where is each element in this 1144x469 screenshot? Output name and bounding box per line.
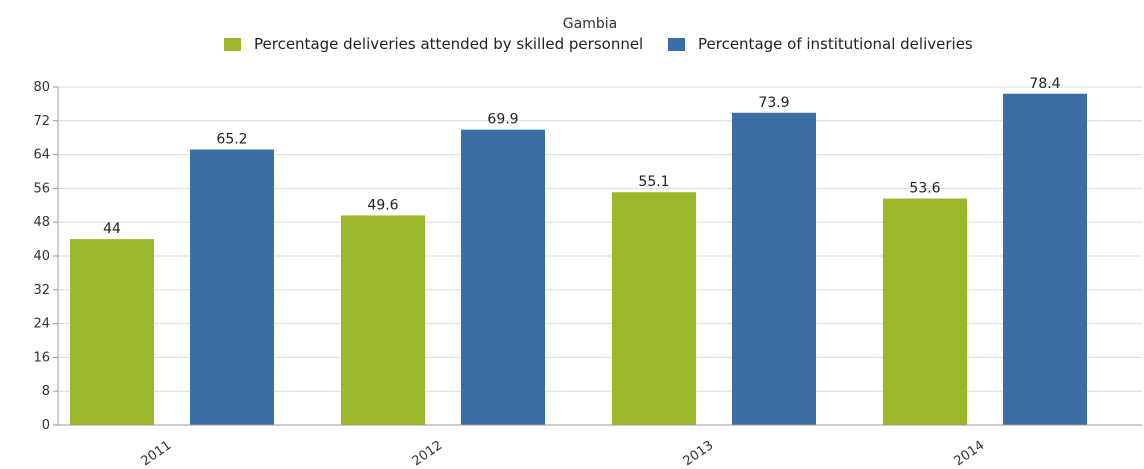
y-tick-label: 64: [33, 148, 50, 163]
x-tick-label: 2011: [139, 438, 175, 469]
y-axis: 0 8 16 24 32 40 48 56 64 72 80: [33, 80, 59, 433]
bar: [1003, 93, 1087, 425]
y-tick-label: 24: [33, 317, 50, 332]
y-tick-label: 72: [33, 114, 50, 129]
y-tick-label: 8: [42, 384, 50, 399]
legend: Percentage deliveries attended by skille…: [224, 35, 973, 53]
bar: [461, 129, 545, 426]
x-tick-label: 2014: [952, 438, 988, 469]
data-label: 78.4: [1029, 76, 1060, 92]
bar: [70, 239, 154, 425]
y-tick-label: 32: [33, 283, 50, 298]
bars: 44 65.2 49.6 69.9 55.1 73.9 53.6 78.4: [70, 76, 1087, 426]
x-tick-label: 2012: [410, 438, 446, 469]
data-label: 55.1: [638, 174, 669, 190]
legend-label-skilled-personnel: Percentage deliveries attended by skille…: [254, 35, 643, 53]
y-tick-label: 80: [33, 80, 50, 95]
data-label: 69.9: [487, 112, 518, 128]
y-tick-label: 40: [33, 249, 50, 264]
x-axis: 2011 2012 2013 2014: [58, 424, 1142, 469]
bar: [341, 215, 425, 425]
bar: [732, 112, 816, 426]
data-label: 49.6: [367, 197, 398, 213]
legend-swatch-institutional-deliveries: [668, 38, 685, 51]
x-tick-label: 2013: [681, 438, 717, 469]
data-label: 65.2: [216, 132, 247, 148]
chart-title: Gambia: [563, 16, 617, 32]
y-tick-label: 48: [33, 215, 50, 230]
data-label: 44: [103, 221, 121, 237]
y-tick-label: 0: [42, 418, 50, 433]
bar: [612, 192, 696, 425]
bar: [883, 198, 967, 425]
y-tick-label: 56: [33, 181, 50, 196]
legend-label-institutional-deliveries: Percentage of institutional deliveries: [698, 35, 973, 53]
y-tick-label: 16: [33, 350, 50, 365]
legend-swatch-skilled-personnel: [224, 38, 241, 51]
data-label: 53.6: [909, 181, 940, 197]
data-label: 73.9: [758, 95, 789, 111]
bar: [190, 149, 274, 425]
